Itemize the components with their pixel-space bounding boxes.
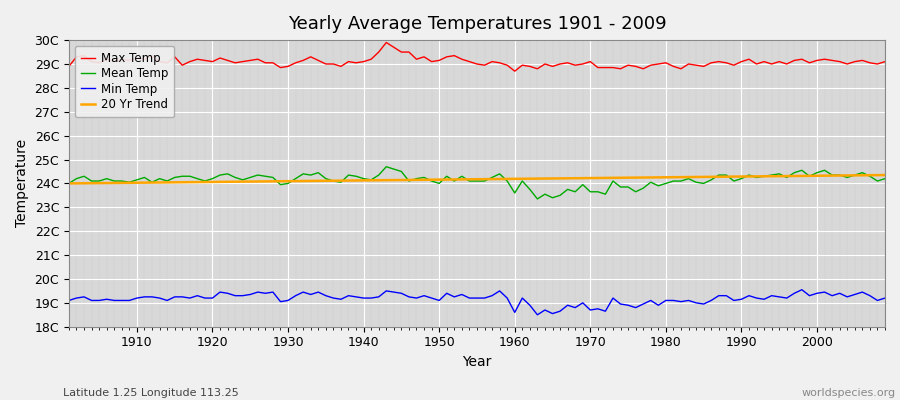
Y-axis label: Temperature: Temperature — [15, 139, 29, 228]
Mean Temp — [290, 176, 301, 181]
Min Temp — [64, 298, 75, 303]
Min Temp — [502, 296, 513, 300]
Max Temp — [124, 58, 135, 63]
Min Temp — [124, 298, 135, 303]
Max Temp — [381, 40, 392, 45]
Min Temp — [509, 310, 520, 315]
Title: Yearly Average Temperatures 1901 - 2009: Yearly Average Temperatures 1901 - 2009 — [288, 15, 666, 33]
X-axis label: Year: Year — [463, 355, 491, 369]
Min Temp — [532, 312, 543, 317]
Max Temp — [879, 59, 890, 64]
Max Temp — [290, 60, 301, 65]
Mean Temp — [381, 164, 392, 169]
Mean Temp — [879, 176, 890, 181]
Line: Max Temp: Max Temp — [69, 42, 885, 71]
Mean Temp — [517, 179, 527, 184]
Max Temp — [509, 69, 520, 74]
Line: Min Temp: Min Temp — [69, 290, 885, 315]
Mean Temp — [615, 184, 626, 189]
Min Temp — [879, 296, 890, 300]
Max Temp — [615, 66, 626, 71]
Mean Temp — [64, 181, 75, 186]
Mean Temp — [532, 196, 543, 201]
Legend: Max Temp, Mean Temp, Min Temp, 20 Yr Trend: Max Temp, Mean Temp, Min Temp, 20 Yr Tre… — [75, 46, 174, 117]
Max Temp — [525, 64, 535, 69]
Mean Temp — [124, 180, 135, 185]
Line: Mean Temp: Mean Temp — [69, 167, 885, 199]
Min Temp — [796, 287, 807, 292]
Text: Latitude 1.25 Longitude 113.25: Latitude 1.25 Longitude 113.25 — [63, 388, 238, 398]
Max Temp — [336, 64, 346, 69]
Max Temp — [64, 64, 75, 69]
Min Temp — [608, 296, 618, 300]
Min Temp — [290, 293, 301, 298]
Max Temp — [517, 63, 527, 68]
Mean Temp — [509, 190, 520, 195]
Min Temp — [336, 297, 346, 302]
Text: worldspecies.org: worldspecies.org — [801, 388, 896, 398]
Mean Temp — [336, 180, 346, 185]
